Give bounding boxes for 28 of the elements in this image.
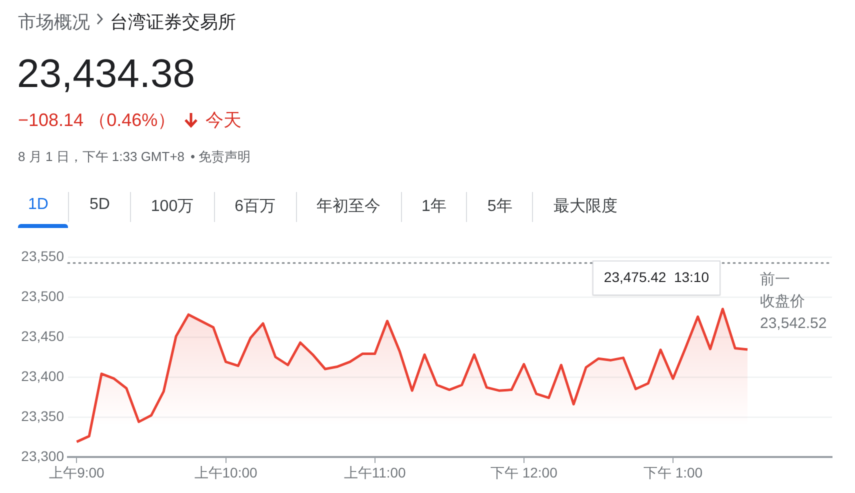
text: 100万 (150, 198, 194, 215)
chart-title: 23,434.38 (17, 52, 195, 97)
y-tick-label: 23,500 (21, 288, 64, 304)
y-tick-label: 23,400 (21, 368, 64, 384)
y-tick-label: 23,300 (21, 448, 64, 464)
x-tick-label: 上午11:00 (344, 464, 406, 480)
ref-line-label: 前一收盘价 23,542.52 (760, 271, 827, 332)
x-tick-label: 下午 1:00 (643, 464, 703, 480)
text: 最大限度 (553, 198, 618, 215)
annotation: 23,475.42 13:10 (604, 268, 710, 285)
text: 8 月 1 日，下午 1:33 GMT+8 (18, 148, 185, 166)
text: 市场概况 (18, 11, 90, 34)
y-tick-label: 23,550 (21, 248, 64, 264)
text: 年初至今 (316, 198, 381, 215)
text: 5D (89, 196, 110, 213)
text: 6百万 (234, 198, 276, 215)
text: 台湾证券交易所 (110, 11, 236, 34)
y-tick-label: 23,450 (21, 328, 64, 344)
text: 1D (28, 196, 48, 213)
text: 5年 (487, 198, 512, 215)
text: 1年 (422, 198, 446, 215)
chart-subtitle: −108.14 （0.46%） (18, 109, 176, 132)
y-tick-label: 23,350 (21, 408, 64, 424)
x-tick-label: 上午10:00 (194, 464, 258, 480)
text: 今天 (206, 109, 242, 132)
text: • 免责声明 (190, 148, 251, 166)
x-tick-label: 上午9:00 (49, 464, 105, 480)
x-tick-label: 下午 12:00 (490, 464, 558, 480)
